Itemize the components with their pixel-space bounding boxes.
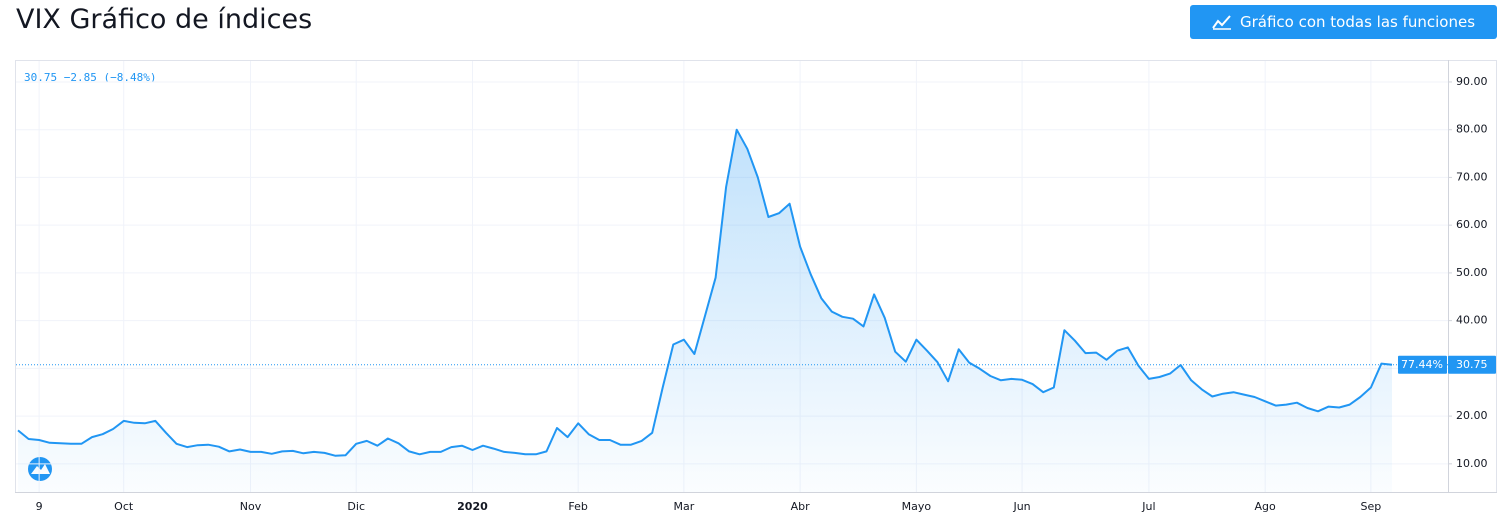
button-label: Gráfico con todas las funciones [1239,13,1476,31]
x-tick-label: 9 [36,500,43,513]
last-change-box [1398,355,1447,374]
button-icon [1212,15,1231,30]
x-tick-label: Jul [1141,500,1155,513]
last-value-box [1448,355,1496,374]
x-tick-label: Abr [791,500,811,513]
y-tick-label: 60.00 [1456,218,1488,231]
x-tick-label: Ago [1255,500,1277,513]
x-tick-label: Nov [240,500,262,513]
x-tick-label: 2020 [457,500,488,513]
y-tick-label: 70.00 [1456,170,1488,183]
x-tick-label: Dic [347,500,365,513]
y-tick-label: 20.00 [1456,409,1488,422]
full-chart-button[interactable]: Gráfico con todas las funciones [1190,5,1497,39]
x-tick-label: Mar [673,500,694,513]
y-tick-label: 10.00 [1456,457,1488,470]
y-tick-label: 40.00 [1456,314,1488,327]
line [17,128,1393,457]
page-title: VIX Gráfico de índices [16,4,313,35]
x-tick-label: Feb [568,500,587,513]
x-tick-label: Oct [114,500,134,513]
last-change-label: 77.44% [1401,358,1443,371]
y-tick-label: 90.00 [1456,75,1488,88]
x-tick-label: Jun [1012,500,1030,513]
y-tick-label: 50.00 [1456,266,1488,279]
y-tick-label: 80.00 [1456,123,1488,136]
x-tick-label: Sep [1360,500,1381,513]
area [18,129,1392,492]
x-tick-label: Mayo [902,500,932,513]
last-value-label: 30.75 [1456,358,1488,371]
